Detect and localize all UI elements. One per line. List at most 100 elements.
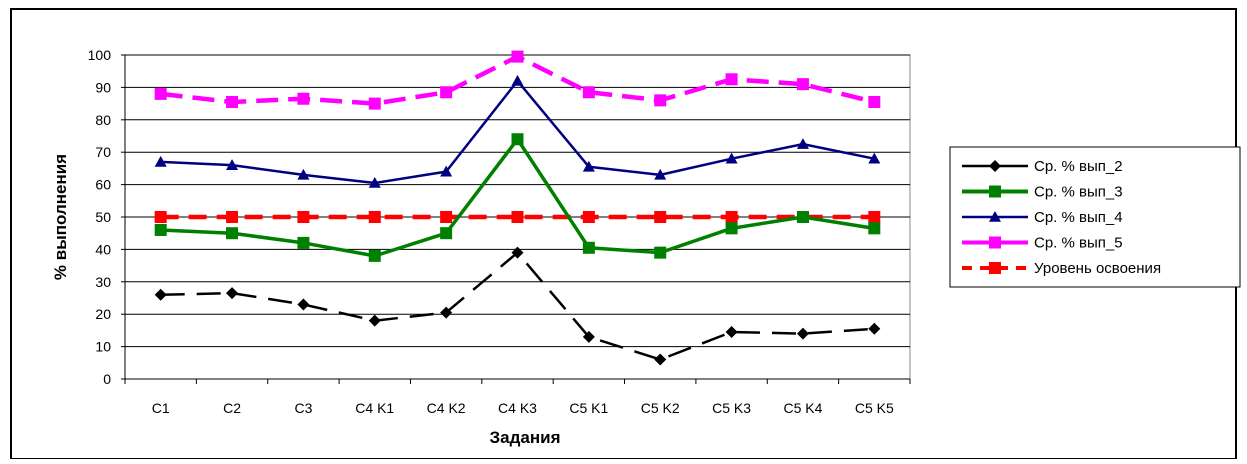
- x-tick-label: C3: [294, 400, 312, 416]
- legend-marker: [989, 211, 1001, 222]
- y-tick-label: 0: [103, 371, 111, 387]
- legend-item: Ср. % вып_2: [962, 158, 1123, 175]
- x-tick-label: C5 K4: [783, 400, 822, 416]
- legend-label: Ср. % вып_4: [1034, 209, 1123, 226]
- x-tick-label: C1: [152, 400, 170, 416]
- y-tick-label: 40: [95, 241, 111, 257]
- legend: Ср. % вып_2 Ср. % вып_3 Ср. % вып_4 Ср. % в…: [949, 146, 1241, 288]
- data-point: [154, 211, 167, 223]
- data-point: [654, 246, 667, 259]
- data-point: [226, 227, 239, 240]
- data-point: [154, 87, 167, 100]
- data-point: [796, 138, 809, 149]
- y-tick-label: 60: [95, 177, 111, 193]
- data-point: [154, 223, 167, 236]
- data-point: [582, 330, 595, 343]
- x-tick-label: C2: [223, 400, 241, 416]
- x-tick-label: C4 K1: [355, 400, 394, 416]
- data-point: [297, 211, 310, 223]
- data-point: [297, 92, 310, 105]
- series-3: [154, 74, 881, 188]
- data-point: [154, 155, 167, 167]
- data-point: [725, 73, 738, 86]
- data-point: [654, 168, 667, 180]
- legend-item: Уровень освоения: [962, 260, 1161, 277]
- x-tick-labels: C1 C2 C3 C4 K1 C4 K2 C4 K3 C5 K1 C5 K2 C5 K3 C5 K…: [152, 400, 894, 416]
- data-point: [297, 236, 310, 249]
- data-point: [440, 227, 453, 240]
- data-point: [725, 222, 738, 235]
- series-1: [154, 246, 881, 366]
- data-point: [511, 211, 524, 223]
- data-point: [868, 222, 881, 235]
- x-tick-label: C5 K2: [641, 400, 680, 416]
- data-point: [868, 152, 881, 164]
- y-tick-label: 70: [95, 144, 111, 160]
- data-point: [511, 50, 524, 63]
- data-point: [796, 211, 809, 223]
- x-tick-label: C5 K1: [569, 400, 608, 416]
- legend-entries: Ср. % вып_2 Ср. % вып_3 Ср. % вып_4 Ср. % в…: [962, 158, 1161, 277]
- legend-label: Уровень освоения: [1034, 260, 1161, 277]
- data-point: [654, 211, 667, 223]
- data-point: [511, 246, 524, 259]
- data-point: [440, 306, 453, 319]
- data-point: [226, 159, 239, 170]
- data-point: [368, 314, 381, 327]
- data-point: [868, 95, 881, 108]
- data-point: [440, 211, 453, 223]
- y-axis-title: % выполнения: [51, 154, 70, 280]
- x-tick-label: C5 K5: [855, 400, 894, 416]
- data-point: [725, 152, 738, 164]
- y-tick-label: 20: [95, 306, 111, 322]
- data-point: [796, 78, 809, 91]
- y-tick-label: 100: [88, 47, 112, 63]
- legend-marker: [989, 160, 1001, 172]
- series-group: [154, 50, 881, 366]
- x-tick-label: C4 K2: [427, 400, 466, 416]
- data-point: [297, 298, 310, 311]
- data-point: [440, 165, 453, 177]
- legend-marker: [989, 236, 1001, 249]
- data-point: [725, 326, 738, 339]
- data-point: [511, 133, 524, 146]
- data-point: [440, 86, 453, 99]
- data-point: [368, 176, 381, 188]
- data-point: [368, 97, 381, 110]
- legend-label: Ср. % вып_5: [1034, 235, 1123, 252]
- y-tick-label: 80: [95, 112, 111, 128]
- legend-marker: [989, 262, 1001, 274]
- x-tick-label: C5 K3: [712, 400, 751, 416]
- x-axis-title: Задания: [490, 428, 561, 447]
- y-tick-label: 30: [95, 274, 111, 290]
- y-tick-labels: 0 10 20 30 40 50 60 70 80 90 100: [88, 47, 112, 387]
- data-point: [368, 249, 381, 262]
- data-point: [154, 288, 167, 301]
- legend-marker: [989, 185, 1001, 198]
- data-point: [582, 86, 595, 99]
- data-point: [725, 211, 738, 223]
- x-tick-label: C4 K3: [498, 400, 537, 416]
- data-point: [654, 353, 667, 366]
- legend-item: Ср. % вып_4: [962, 209, 1123, 226]
- data-point: [582, 160, 595, 172]
- y-tick-label: 90: [95, 79, 111, 95]
- data-point: [226, 287, 239, 300]
- series-2: [154, 133, 881, 262]
- data-point: [654, 94, 667, 107]
- data-point: [226, 95, 239, 108]
- data-point: [226, 211, 239, 223]
- series-4: [154, 50, 881, 110]
- y-tick-label: 10: [95, 339, 111, 355]
- axes: [121, 54, 911, 384]
- data-point: [796, 327, 809, 340]
- data-point: [868, 211, 881, 223]
- data-point: [582, 211, 595, 223]
- data-point: [297, 168, 310, 180]
- data-point: [511, 74, 524, 86]
- data-point: [368, 211, 381, 223]
- y-tick-label: 50: [95, 209, 111, 225]
- data-point: [868, 322, 881, 335]
